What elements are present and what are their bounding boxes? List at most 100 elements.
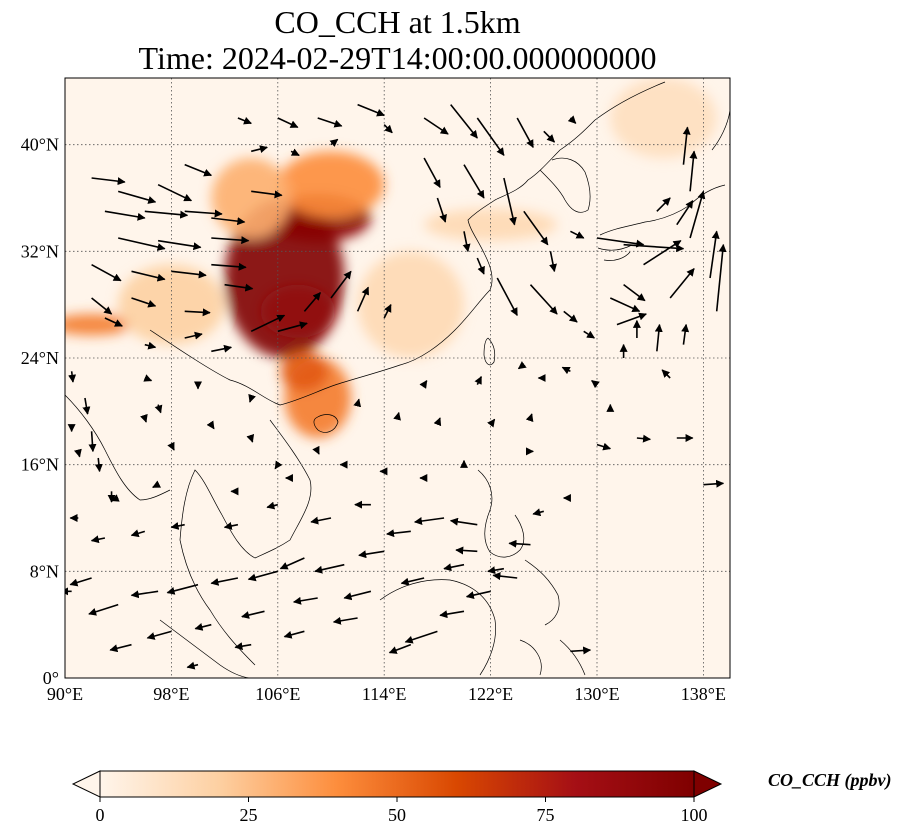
wind-arrow	[508, 539, 531, 548]
map-background	[65, 78, 730, 678]
concentration-plume	[65, 314, 132, 336]
wind-arrow	[356, 286, 369, 312]
coastline-borneo	[379, 579, 496, 676]
wind-arrow	[455, 546, 478, 555]
lon-tick-label: 106°E	[255, 684, 300, 704]
wind-arrow	[570, 230, 585, 239]
coastline-sumatra	[159, 619, 251, 678]
wind-arrow	[330, 270, 352, 299]
wind-arrow	[94, 457, 103, 473]
wind-arrow	[393, 411, 401, 421]
wind-arrow	[332, 616, 358, 625]
wind-arrow	[329, 138, 339, 147]
lon-tick-label: 98°E	[153, 684, 189, 704]
wind-arrow	[152, 480, 162, 489]
wind-arrow	[82, 397, 91, 415]
wind-arrow	[117, 190, 157, 204]
wind-arrow	[616, 312, 647, 326]
wind-arrow	[146, 630, 172, 640]
wind-arrow	[388, 643, 412, 654]
wind-arrow	[532, 508, 544, 517]
wind-arrow	[549, 251, 557, 273]
wind-arrow	[140, 413, 148, 423]
wind-arrow	[516, 117, 534, 149]
wind-arrow	[90, 535, 106, 544]
wind-arrow	[211, 262, 247, 271]
wind-arrow	[543, 130, 556, 143]
wind-arrow	[211, 344, 233, 353]
wind-arrow	[247, 570, 279, 582]
concentration-plume	[118, 264, 225, 345]
title-variable: CO_CCH at 1.5km	[274, 4, 521, 40]
title-time: Time: 2024-02-29T14:00:00.000000000	[138, 40, 657, 76]
wind-arrow	[669, 268, 695, 299]
map-frame	[64, 77, 731, 679]
wind-arrow	[154, 404, 163, 414]
wind-arrow	[400, 577, 425, 586]
wind-arrow	[194, 623, 212, 631]
colorbar-max-extension	[693, 770, 723, 798]
wind-arrow	[131, 297, 157, 308]
colorbar-tick-label: 100	[681, 805, 708, 825]
wind-arrow	[88, 603, 119, 616]
wind-arrow	[386, 529, 411, 538]
wind-arrow	[310, 516, 332, 525]
wind-arrow	[689, 190, 706, 239]
wind-arrow	[210, 577, 239, 586]
wind-arrow	[654, 323, 663, 352]
wind-arrow	[290, 148, 300, 157]
wind-arrow	[206, 420, 215, 430]
wind-arrow	[314, 563, 345, 574]
coastline-east-asia	[149, 81, 666, 406]
wind-arrow	[643, 239, 682, 266]
wind-arrow	[463, 164, 485, 199]
wind-arrow	[91, 177, 126, 186]
wind-arrow	[241, 610, 265, 619]
coastline-sulawesi	[519, 639, 586, 676]
lon-tick-label: 90°E	[47, 684, 83, 704]
coastline-korea	[539, 157, 591, 213]
wind-arrow	[353, 398, 362, 408]
wind-arrow	[69, 577, 92, 587]
wind-arrow	[248, 393, 256, 403]
longitude-axis: 90°E 98°E 106°E 114°E 122°E 130°E 138°E	[47, 684, 726, 704]
colorbar: 0 25 50 75 100	[71, 770, 723, 825]
wind-arrow	[279, 557, 305, 570]
wind-arrow	[157, 239, 202, 251]
wind-arrow	[357, 103, 385, 117]
wind-arrow	[404, 630, 438, 644]
wind-arrow	[681, 323, 690, 345]
concentration-plume	[280, 351, 329, 392]
wind-arrow	[383, 124, 393, 134]
coastlines	[65, 81, 730, 678]
wind-arrow	[184, 163, 213, 177]
wind-arrow	[184, 308, 211, 317]
wind-arrow	[423, 117, 449, 135]
lat-tick-label: 40°N	[21, 135, 59, 155]
wind-arrow	[184, 331, 203, 340]
wind-arrow	[449, 517, 478, 526]
wind-arrow	[419, 380, 428, 389]
wind-arrow	[583, 330, 596, 339]
wind-arrow	[109, 643, 132, 653]
colorbar-min-extension	[71, 770, 101, 798]
wind-arrow	[567, 115, 577, 124]
wind-arrow	[312, 445, 320, 455]
wind-arrow	[211, 236, 250, 245]
wind-arrow	[715, 243, 727, 312]
lat-tick-label: 8°N	[30, 561, 59, 581]
wind-arrow	[144, 341, 157, 350]
wind-arrow	[130, 590, 159, 599]
wind-arrow	[292, 596, 318, 605]
wind-arrow	[68, 371, 77, 383]
colorbar-ticks: 0 25 50 75 100	[96, 797, 708, 825]
wind-arrow	[439, 610, 465, 619]
wind-arrow	[104, 210, 146, 221]
lat-tick-label: 0°	[43, 668, 59, 688]
wind-arrow	[211, 217, 246, 226]
concentration-plume	[260, 284, 335, 339]
wind-arrow	[144, 210, 189, 219]
wind-arrow	[623, 284, 646, 302]
wind-arrow	[167, 441, 175, 451]
wind-arrow	[465, 590, 491, 600]
